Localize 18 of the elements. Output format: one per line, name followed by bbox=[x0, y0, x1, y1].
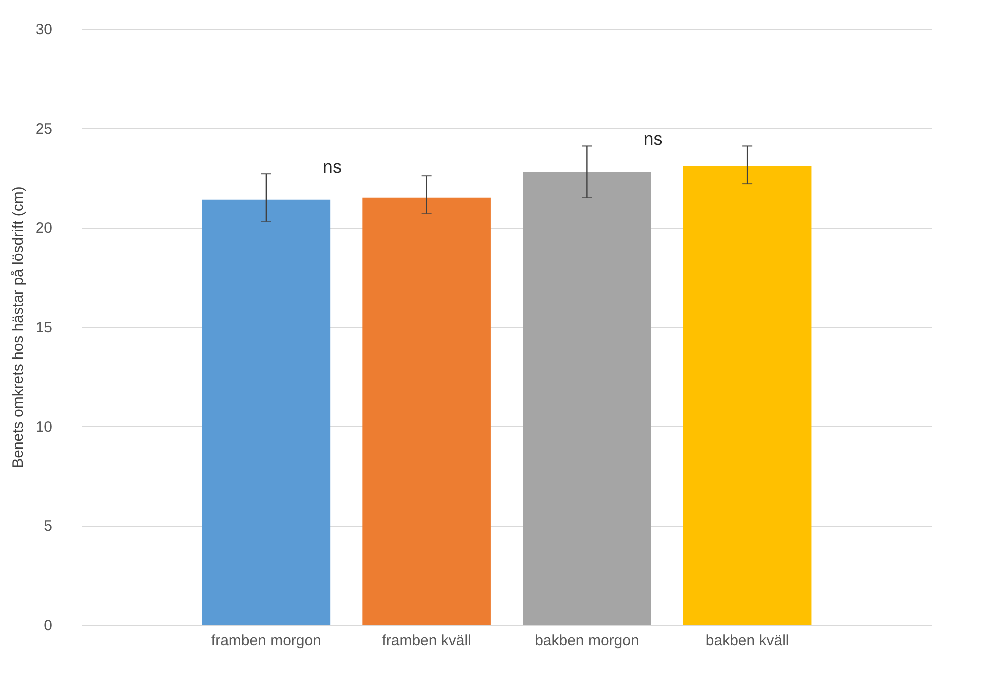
x-tick-label: bakben morgon bbox=[535, 632, 640, 650]
x-tick-label: framben kväll bbox=[382, 632, 472, 650]
y-tick-label: 30 bbox=[36, 22, 52, 38]
x-tick-label: bakben kväll bbox=[706, 632, 790, 650]
x-tick-label: framben morgon bbox=[211, 632, 322, 650]
y-tick-label: 10 bbox=[36, 418, 52, 436]
y-axis-title: Benets omkrets hos hästar på lösdrift (cm) bbox=[10, 186, 27, 468]
y-tick-label: 5 bbox=[44, 518, 52, 536]
annotation: ns bbox=[644, 129, 663, 150]
bar bbox=[362, 198, 491, 625]
bar bbox=[523, 172, 652, 625]
bar bbox=[202, 200, 331, 625]
y-tick-label: 0 bbox=[44, 618, 52, 634]
y-tick-label: 20 bbox=[36, 220, 52, 238]
y-tick-label: 15 bbox=[36, 320, 52, 336]
bar bbox=[683, 166, 812, 625]
y-tick-label: 25 bbox=[36, 120, 52, 138]
annotation: ns bbox=[322, 157, 342, 178]
